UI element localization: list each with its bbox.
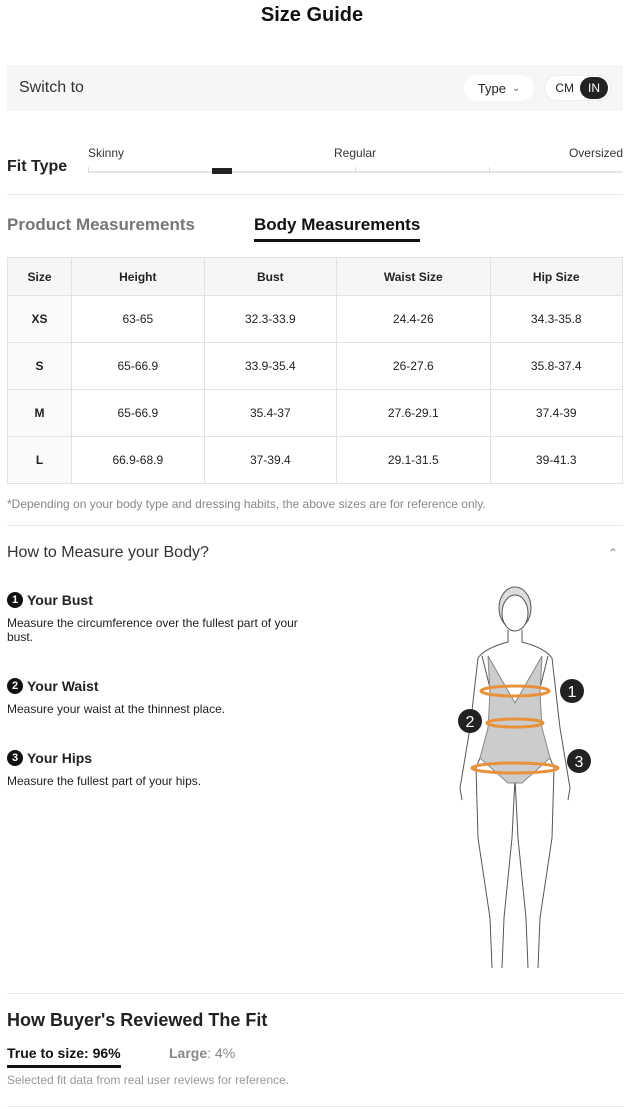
table-cell: L (6, 436, 73, 484)
fit-marker (211, 168, 232, 174)
table-cell: 26-27.6 (336, 342, 491, 390)
divider (7, 1106, 623, 1107)
table-cell: 32.3-33.9 (203, 295, 338, 343)
divider (7, 194, 623, 195)
unit-cm[interactable]: CM (555, 81, 574, 95)
fit-tick (489, 167, 490, 173)
divider (7, 525, 623, 526)
switch-bar: Switch to Type ⌄ CM IN (7, 65, 623, 111)
size-table: Size Height Bust Waist Size Hip Size XS 63-65… (6, 257, 623, 484)
step-number-icon: 1 (7, 592, 23, 608)
step-number-icon: 3 (7, 750, 23, 766)
tab-product-measurements[interactable]: Product Measurements (7, 215, 195, 234)
switch-label: Switch to (19, 79, 84, 96)
fit-tick (88, 167, 89, 173)
tab-body-measurements[interactable]: Body Measurements (254, 215, 421, 242)
table-cell: 39-41.3 (489, 436, 623, 484)
divider (7, 993, 623, 994)
large-value: : 4% (207, 1045, 236, 1061)
table-cell: 37.4-39 (489, 389, 623, 437)
review-large[interactable]: Large: 4% (169, 1045, 235, 1061)
column-header: Size (6, 257, 73, 296)
table-note: *Depending on your body type and dressin… (7, 497, 486, 511)
svg-text:2: 2 (466, 714, 475, 731)
table-cell: 66.9-68.9 (71, 436, 205, 484)
marker-1 (560, 679, 584, 703)
column-header: Hip Size (489, 257, 623, 296)
chevron-up-icon[interactable]: ⌃ (608, 546, 619, 560)
table-cell: 29.1-31.5 (336, 436, 491, 484)
measure-step: 1 Your Bust Measure the circumference over… (7, 592, 307, 644)
type-label: Type (477, 80, 506, 96)
measure-step: 3 Your Hips Measure the fullest part of yo… (7, 750, 307, 788)
large-label: Large (169, 1045, 208, 1061)
table-row: XS 63-65 32.3-33.9 24.4-26 34.3-35.8 (6, 295, 623, 343)
reviews-title: How Buyer's Reviewed The Fit (7, 1010, 268, 1030)
table-cell: 34.3-35.8 (489, 295, 623, 343)
table-cell: 65-66.9 (71, 389, 205, 437)
step-title: Your Hips (27, 750, 93, 766)
fit-skinny: Skinny (88, 146, 125, 160)
table-cell: 35.8-37.4 (489, 342, 623, 390)
marker-2 (458, 709, 482, 733)
fit-tick (355, 167, 356, 173)
table-row: M 65-66.9 35.4-37 27.6-29.1 37.4-39 (6, 389, 623, 437)
column-header: Height (71, 257, 205, 296)
marker-3 (567, 749, 591, 773)
step-title: Your Waist (27, 678, 99, 694)
table-row: S 65-66.9 33.9-35.4 26-27.6 35.8-37.4 (6, 342, 623, 390)
unit-in[interactable]: IN (580, 77, 608, 99)
table-cell: S (6, 342, 73, 390)
unit-toggle[interactable]: CM IN (544, 75, 611, 101)
svg-text:1: 1 (568, 684, 577, 701)
table-cell: 24.4-26 (336, 295, 491, 343)
step-number-icon: 2 (7, 678, 23, 694)
table-cell: 37-39.4 (203, 436, 338, 484)
chevron-down-icon: ⌄ (511, 82, 521, 94)
step-text: Measure your waist at the thinnest place… (7, 702, 226, 716)
column-header: Waist Size (336, 257, 491, 296)
body-figure: 1 2 3 (458, 586, 591, 969)
step-text: Measure the fullest part of your hips. (7, 774, 202, 788)
page-title: Size Guide (260, 4, 364, 26)
table-cell: 65-66.9 (71, 342, 205, 390)
fit-type-label: Fit Type (7, 158, 68, 175)
fit-type: Fit Type Skinny Regular Oversized (7, 140, 623, 190)
table-cell: 63-65 (71, 295, 205, 343)
how-to-measure-title[interactable]: How to Measure your Body? (7, 544, 209, 561)
svg-text:3: 3 (575, 754, 584, 771)
type-dropdown[interactable]: Type ⌄ (463, 75, 535, 101)
measure-step: 2 Your Waist Measure your waist at the thi… (7, 678, 307, 716)
reviews-note: Selected fit data from real user reviews… (7, 1073, 290, 1087)
column-header: Bust (203, 257, 338, 296)
table-row: L 66.9-68.9 37-39.4 29.1-31.5 39-41.3 (6, 436, 623, 484)
table-cell: M (6, 389, 73, 437)
fit-oversized: Oversized (568, 146, 623, 160)
fit-regular: Regular (334, 146, 377, 160)
table-cell: XS (6, 295, 73, 343)
step-text: Measure the circumference over the fulle… (7, 616, 298, 644)
table-cell: 35.4-37 (203, 389, 338, 437)
step-title: Your Bust (27, 592, 93, 608)
review-true-to-size[interactable]: True to size: 96% (7, 1045, 121, 1068)
table-cell: 27.6-29.1 (336, 389, 491, 437)
table-cell: 33.9-35.4 (203, 342, 338, 390)
